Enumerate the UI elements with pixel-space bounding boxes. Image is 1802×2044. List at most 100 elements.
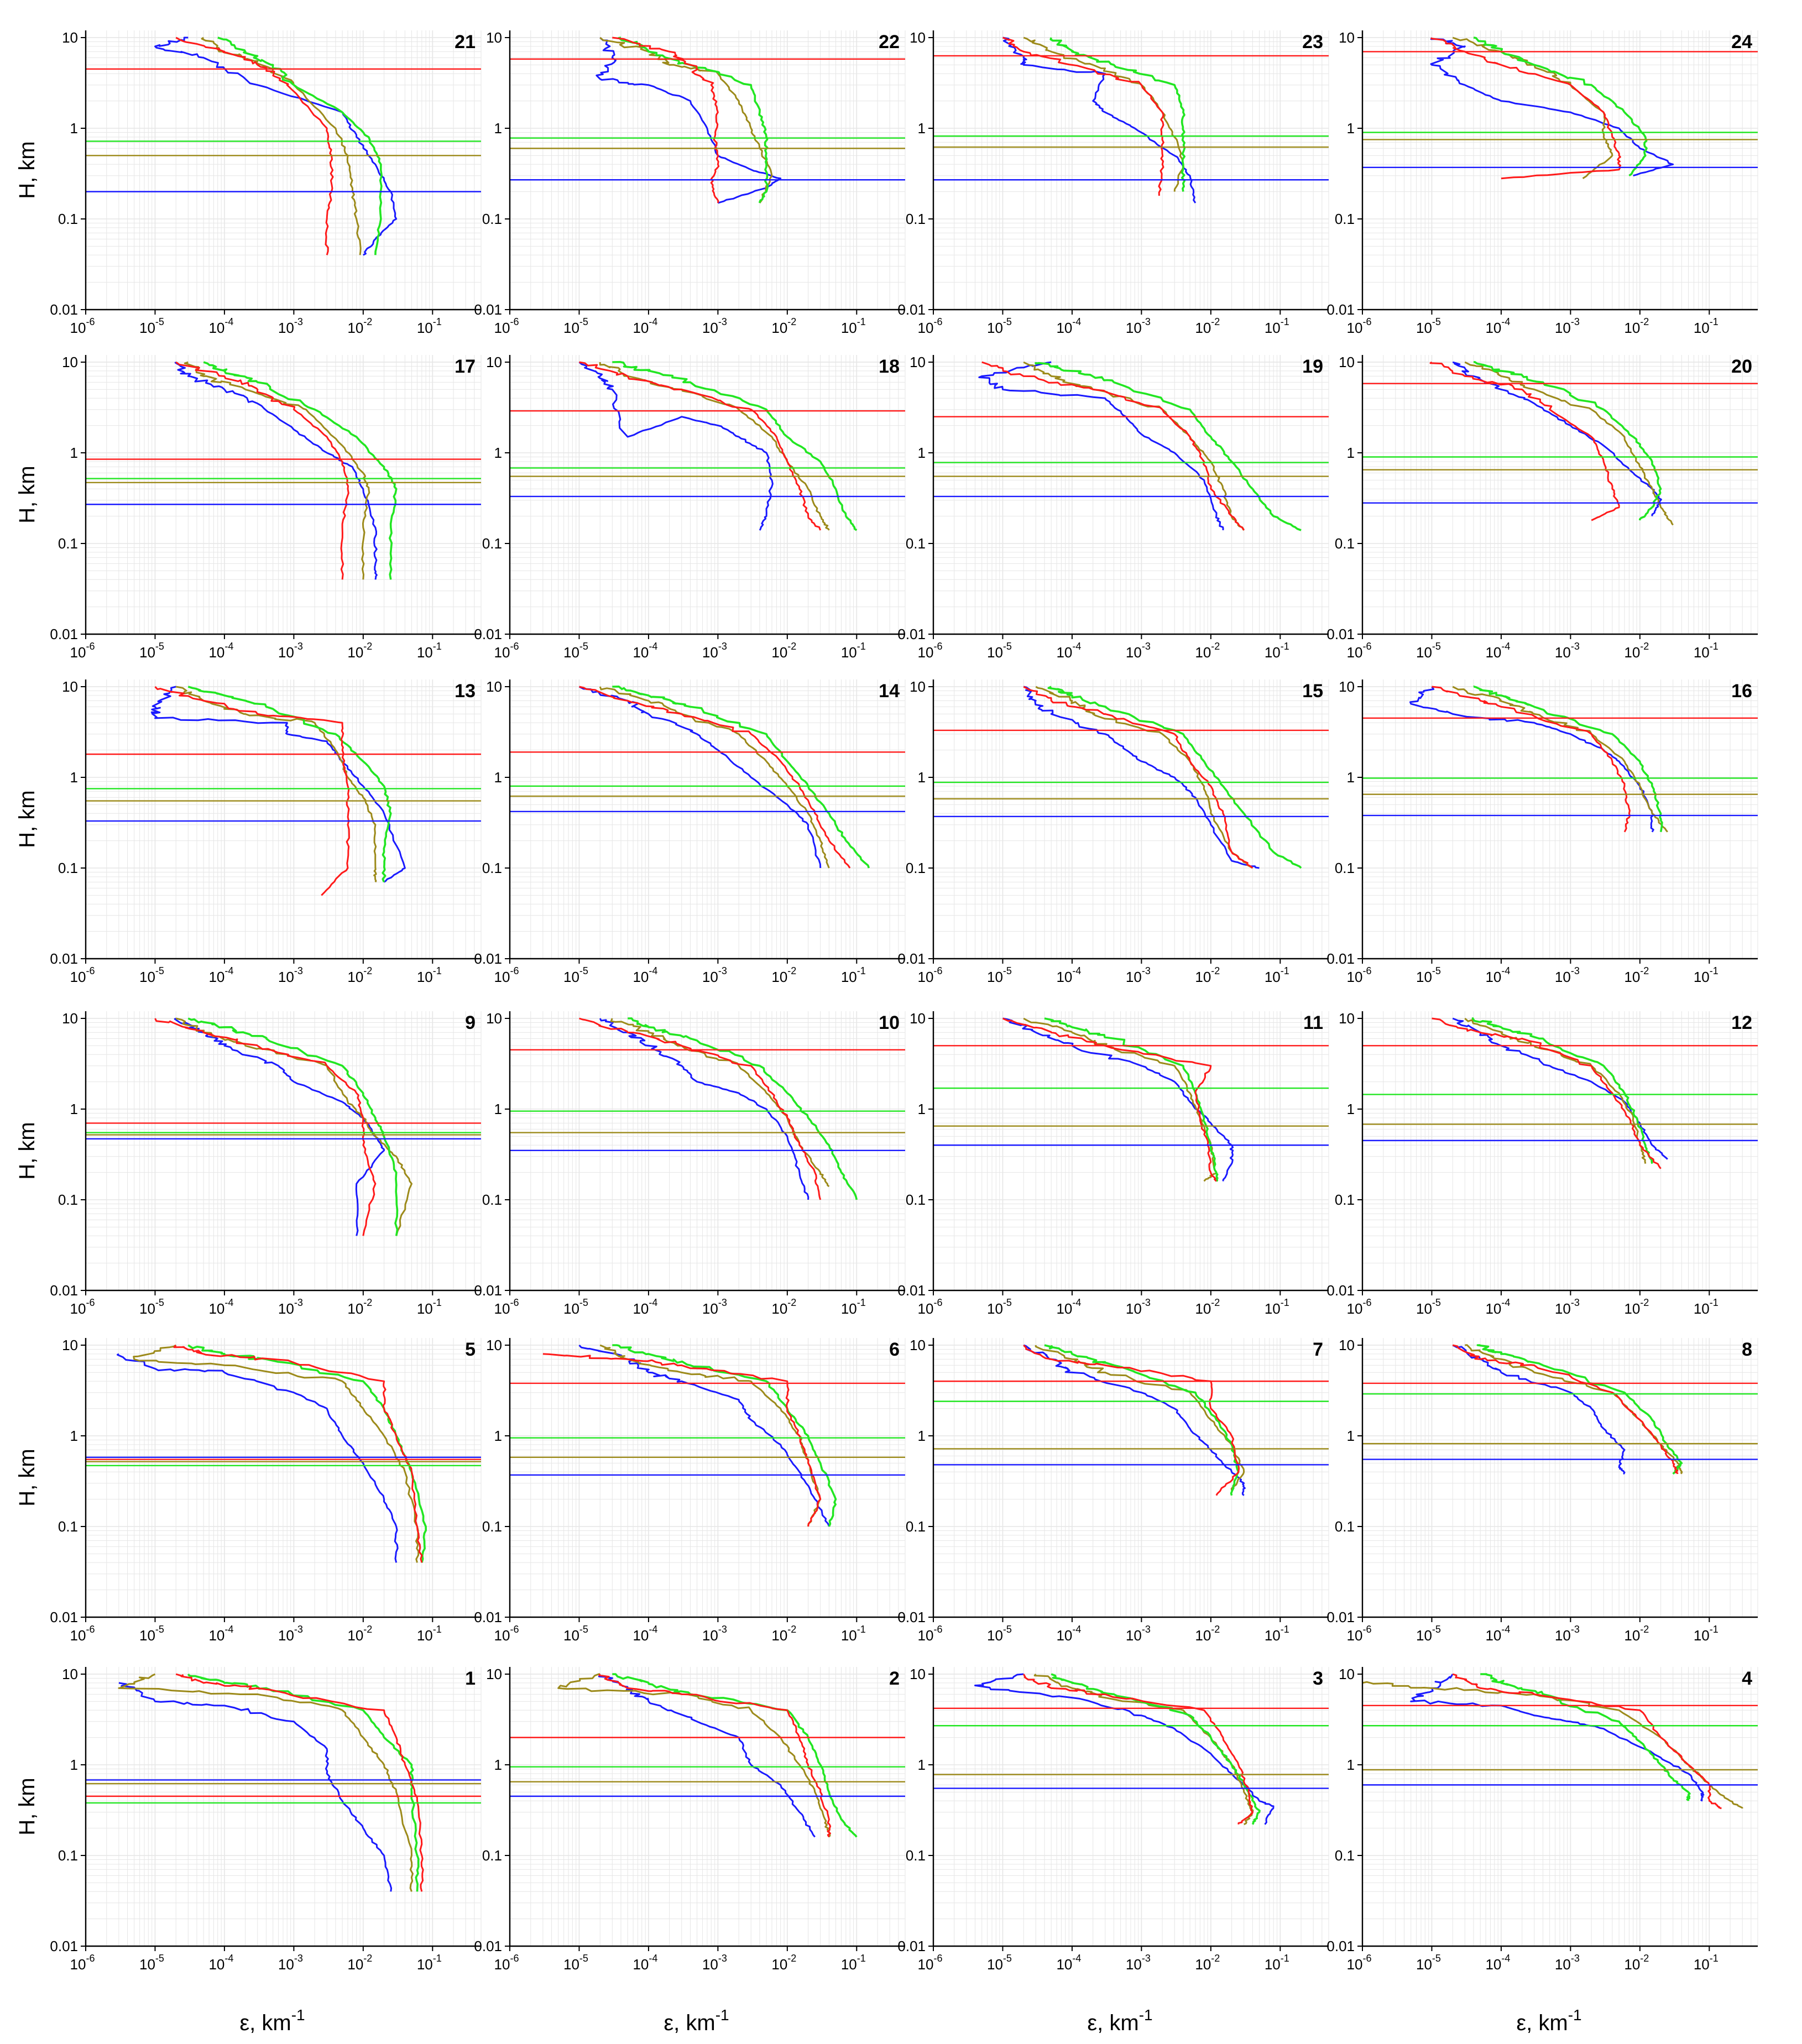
y-tick-label: 1 (918, 1101, 926, 1117)
grid (509, 1667, 906, 1947)
profile-green (628, 1017, 858, 1200)
y-tick-label: 0.01 (1326, 1609, 1355, 1625)
panel-17: 10-6 10-5 10-4 10-3 10-2 10-1 0.01 0.1 1 10 17 H, k… (15, 354, 482, 661)
x-tick-label: 10-5 (1416, 1297, 1441, 1317)
profile-blue (578, 1344, 830, 1527)
x-tick-label: 10-6 (494, 1297, 519, 1317)
y-tick-label: 1 (494, 1757, 502, 1773)
y-tick-label: 0.1 (58, 211, 78, 227)
y-tick-label: 10 (62, 1010, 78, 1027)
x-tick-label: 10-1 (841, 1624, 866, 1644)
x-tick-label: 10-5 (139, 641, 164, 661)
y-tick-label: 0.1 (1335, 1847, 1355, 1864)
profile-red (1430, 37, 1622, 180)
x-tick-label: 10-4 (1056, 1297, 1081, 1317)
grid (509, 1338, 906, 1618)
x-tick-label: 10-6 (70, 1297, 95, 1317)
grid (509, 30, 906, 310)
x-tick-label: 10-4 (633, 1953, 657, 1973)
y-tick-label: 1 (1347, 1101, 1355, 1117)
y-tick-label: 10 (1339, 354, 1355, 370)
profiles (154, 36, 398, 256)
panel-number: 13 (455, 681, 476, 702)
x-tick-label: 10-6 (918, 1297, 943, 1317)
x-tick-label: 10-6 (494, 316, 519, 336)
x-axis-label: ε, km-1 (1087, 2006, 1152, 2035)
profile-red (1432, 686, 1631, 833)
profiles (1430, 36, 1674, 180)
y-tick-label: 0.1 (482, 535, 502, 552)
x-tick-label: 10-5 (987, 641, 1012, 661)
x-tick-label: 10-1 (417, 1624, 442, 1644)
grid (933, 1011, 1329, 1291)
y-axis-label: H, km (15, 1449, 39, 1506)
x-tick-label: 10-4 (1056, 1953, 1081, 1973)
panel-10: 10-6 10-5 10-4 10-3 10-2 10-1 0.01 0.1 1 10 10 (474, 1010, 906, 1317)
profiles (1002, 1017, 1234, 1182)
grid (85, 1667, 482, 1947)
x-tick-label: 10-1 (1694, 1297, 1719, 1317)
x-tick-label: 10-6 (918, 1953, 943, 1973)
x-tick-label: 10-6 (70, 1953, 95, 1973)
panel-number: 14 (879, 681, 900, 702)
y-tick-label: 10 (910, 29, 926, 46)
y-tick-label: 0.1 (906, 860, 926, 876)
x-tick-label: 10-5 (139, 1953, 164, 1973)
y-tick-label: 1 (494, 445, 502, 461)
profile-green (618, 36, 769, 203)
x-tick-label: 10-1 (417, 965, 442, 985)
profile-red (579, 686, 851, 869)
x-tick-label: 10-1 (417, 316, 442, 336)
profile-olive (1464, 361, 1674, 526)
x-tick-label: 10-5 (563, 1624, 588, 1644)
panel-number: 23 (1302, 32, 1323, 53)
x-tick-label: 10-6 (494, 1953, 519, 1973)
panel-7: 10-6 10-5 10-4 10-3 10-2 10-1 0.01 0.1 1 10 7 (897, 1337, 1329, 1644)
profiles (1002, 36, 1197, 203)
grid (85, 1011, 482, 1291)
profile-olive (133, 1344, 420, 1563)
grid (85, 355, 482, 635)
grid (85, 1338, 482, 1618)
x-tick-label: 10-2 (347, 641, 372, 661)
y-tick-label: 0.1 (1335, 860, 1355, 876)
x-tick-label: 10-2 (347, 965, 372, 985)
x-tick-label: 10-5 (139, 316, 164, 336)
x-tick-label: 10-4 (633, 641, 657, 661)
y-tick-label: 1 (70, 445, 78, 461)
x-tick-label: 10-4 (1056, 965, 1081, 985)
x-tick-label: 10-3 (1126, 1953, 1151, 1973)
panel-16: 10-6 10-5 10-4 10-3 10-2 10-1 0.01 0.1 1 10 16 (1326, 678, 1758, 985)
x-tick-label: 10-5 (1416, 316, 1441, 336)
x-tick-label: 10-3 (278, 316, 303, 336)
y-tick-label: 0.1 (58, 860, 78, 876)
x-tick-label: 10-4 (208, 965, 233, 985)
panel-number: 6 (889, 1339, 900, 1360)
profile-blue (118, 1682, 393, 1892)
x-tick-label: 10-1 (841, 1297, 866, 1317)
y-tick-label: 10 (486, 678, 502, 695)
x-tick-label: 10-4 (208, 641, 233, 661)
x-tick-label: 10-5 (987, 316, 1012, 336)
y-tick-label: 0.01 (50, 1282, 78, 1299)
profile-olive (184, 361, 370, 580)
profile-red (1022, 1674, 1253, 1825)
x-tick-label: 10-6 (918, 965, 943, 985)
x-tick-label: 10-5 (1416, 1953, 1441, 1973)
x-tick-label: 10-4 (1485, 1297, 1510, 1317)
panel-6: 10-6 10-5 10-4 10-3 10-2 10-1 0.01 0.1 1 10 6 (474, 1337, 906, 1644)
x-tick-label: 10-6 (494, 965, 519, 985)
y-tick-label: 0.01 (1326, 301, 1355, 318)
profile-blue (174, 362, 378, 580)
panel-9: 10-6 10-5 10-4 10-3 10-2 10-1 0.01 0.1 1 10 9 H, km (15, 1010, 482, 1317)
x-tick-label: 10-6 (1347, 1953, 1372, 1973)
x-tick-label: 10-5 (987, 965, 1012, 985)
profile-green (187, 1017, 399, 1236)
profile-blue (154, 36, 398, 256)
profile-red (1429, 361, 1620, 521)
x-tick-label: 10-1 (1694, 965, 1719, 985)
x-tick-label: 10-1 (841, 641, 866, 661)
profile-olive (118, 1673, 414, 1892)
x-tick-label: 10-3 (1555, 1624, 1580, 1644)
x-tick-label: 10-2 (1195, 1297, 1220, 1317)
